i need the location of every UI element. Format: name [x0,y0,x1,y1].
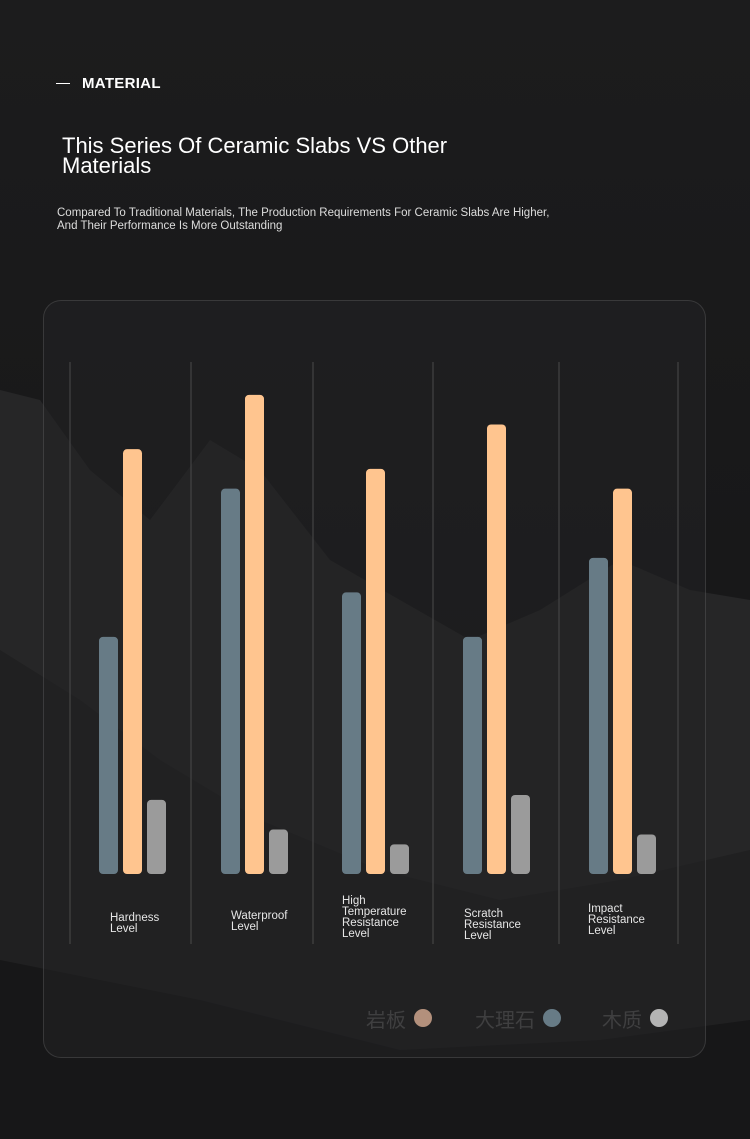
category-label-line: Waterproof [231,910,288,922]
page-title-line2: Materials [62,153,152,178]
bar-2-0 [342,592,361,874]
category-label-line: Impact [588,903,623,915]
category-label-0: Hardness Level [110,912,200,935]
bar-1-0 [221,488,240,874]
category-label-line: Resistance [464,919,521,931]
page-subtitle-line1: Compared To Traditional Materials, The P… [57,207,550,219]
category-label-line: Level [231,921,259,933]
legend-label-slab: 岩板 [366,1007,406,1032]
category-label-line: Temperature [342,906,407,918]
page-subtitle-line2: And Their Performance Is More Outstandin… [57,220,283,232]
bar-4-2 [637,834,656,874]
bar-2-1 [366,468,385,874]
bar-0-2 [147,799,166,874]
legend-swatch-slab [414,1009,432,1027]
category-label-3: Scratch Resistance Level [464,908,554,942]
page-title: This Series Of Ceramic Slabs VS Other Ma… [62,133,502,178]
page-title-line1: This Series Of Ceramic Slabs VS Other [62,133,448,158]
legend-swatch-marble [543,1009,561,1027]
bar-3-0 [463,636,482,874]
bar-4-1 [613,488,632,874]
bar-3-2 [511,794,530,874]
category-label-line: Level [110,923,138,935]
category-label-line: Level [464,930,492,942]
section-dash [56,83,70,84]
category-label-line: Resistance [588,914,645,926]
category-label-line: High [342,895,366,907]
section-tag-label: MATERIAL [82,75,161,92]
bar-4-0 [589,557,608,874]
legend-label-wood: 木质 [602,1007,642,1032]
legend-item-marble: 大理石 [475,1005,561,1032]
bar-0-1 [123,449,142,874]
bar-3-1 [487,424,506,874]
category-label-line: Resistance [342,917,399,929]
bar-2-2 [390,844,409,874]
bar-0-0 [99,636,118,874]
category-label-line: Hardness [110,912,160,924]
legend-item-wood: 木质 [602,1005,668,1032]
legend-item-slab: 岩板 [366,1005,432,1032]
category-label-1: Waterproof Level [231,910,321,933]
bar-1-2 [269,829,288,874]
category-label-line: Level [588,925,616,937]
page-subtitle: Compared To Traditional Materials, The P… [57,207,597,233]
legend-label-marble: 大理石 [475,1007,535,1032]
bar-1-1 [245,394,264,874]
category-label-2: High Temperature Resistance Level [342,895,432,940]
category-label-line: Level [342,928,370,940]
legend-swatch-wood [650,1009,668,1027]
category-label-4: Impact Resistance Level [588,903,678,937]
section-tag: MATERIAL [56,75,161,92]
category-label-line: Scratch [464,908,503,920]
